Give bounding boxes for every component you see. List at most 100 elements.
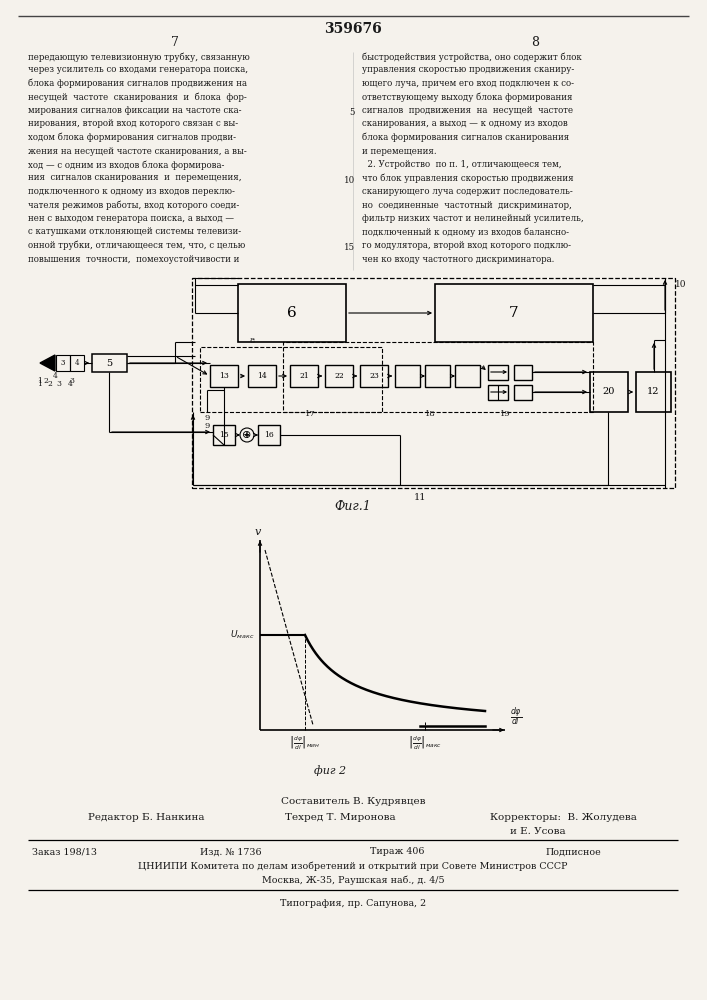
Text: $\frac{d\varphi}{dl}$: $\frac{d\varphi}{dl}$ [510, 705, 522, 728]
Text: ⊕: ⊕ [243, 430, 252, 440]
Text: 1: 1 [37, 380, 42, 388]
Bar [283, 342, 593, 412]
Bar [258, 425, 280, 445]
Bar [248, 365, 276, 387]
Bar [435, 284, 593, 342]
Text: 4: 4 [52, 372, 57, 380]
Text: 23: 23 [369, 372, 379, 380]
Text: $\left|\frac{d\varphi}{dl}\right|_{мин}$: $\left|\frac{d\varphi}{dl}\right|_{мин}$ [289, 734, 320, 752]
Text: но  соединенные  частотный  дискриминатор,: но соединенные частотный дискриминатор, [362, 200, 572, 210]
Text: чен ко входу частотного дискриминатора.: чен ко входу частотного дискриминатора. [362, 254, 554, 263]
Text: подключенного к одному из входов переклю-: подключенного к одному из входов переклю… [28, 187, 235, 196]
Text: 17: 17 [305, 410, 315, 418]
Text: чателя режимов работы, вход которого соеди-: чателя режимов работы, вход которого сое… [28, 200, 239, 210]
Text: 359676: 359676 [324, 22, 382, 36]
Text: управления скоростью продвижения сканиру-: управления скоростью продвижения сканиру… [362, 66, 574, 75]
Bar [200, 347, 382, 412]
Text: 15: 15 [219, 431, 229, 439]
Text: нирования, второй вход которого связан с вы-: нирования, второй вход которого связан с… [28, 119, 238, 128]
Text: 2. Устройство  по п. 1, отличающееся тем,: 2. Устройство по п. 1, отличающееся тем, [362, 160, 561, 169]
Text: 14: 14 [257, 372, 267, 380]
Text: ответствующему выходу блока формирования: ответствующему выходу блока формирования [362, 93, 573, 102]
Text: Подписное: Подписное [545, 848, 601, 856]
Text: Составитель В. Кудрявцев: Составитель В. Кудрявцев [281, 798, 425, 806]
Bar [56, 355, 70, 371]
Text: 13: 13 [219, 372, 229, 380]
Bar [488, 365, 508, 380]
Text: и перемещения.: и перемещения. [362, 146, 437, 155]
Text: 16: 16 [264, 431, 274, 439]
Text: Москва, Ж-35, Раушская наб., д. 4/5: Москва, Ж-35, Раушская наб., д. 4/5 [262, 875, 444, 885]
Text: Редактор Б. Нанкина: Редактор Б. Нанкина [88, 814, 204, 822]
Text: ход — с одним из входов блока формирова-: ход — с одним из входов блока формирова- [28, 160, 224, 169]
Text: с катушками отклоняющей системы телевизи-: с катушками отклоняющей системы телевизи… [28, 228, 241, 236]
Text: 22: 22 [334, 372, 344, 380]
Text: Корректоры:  В. Жолудева: Корректоры: В. Жолудева [490, 814, 637, 822]
Text: го модулятора, второй вход которого подклю-: го модулятора, второй вход которого подк… [362, 241, 571, 250]
Text: 11: 11 [414, 493, 426, 502]
Text: ЦНИИПИ Комитета по делам изобретений и открытий при Совете Министров СССР: ЦНИИПИ Комитета по делам изобретений и о… [139, 861, 568, 871]
Text: 4: 4 [68, 380, 72, 388]
Bar [425, 365, 450, 387]
Text: блока формирования сигналов сканирования: блока формирования сигналов сканирования [362, 133, 569, 142]
Text: через усилитель со входами генератора поиска,: через усилитель со входами генератора по… [28, 66, 248, 75]
Text: v: v [255, 527, 261, 537]
Text: 5: 5 [107, 359, 112, 367]
Text: Техред Т. Миронова: Техред Т. Миронова [285, 814, 396, 822]
Text: 8: 8 [531, 36, 539, 49]
Bar [70, 355, 84, 371]
Text: передающую телевизионную трубку, связанную: передающую телевизионную трубку, связанн… [28, 52, 250, 62]
Text: 5: 5 [349, 108, 355, 117]
Text: 1: 1 [37, 377, 42, 385]
Text: 2: 2 [44, 377, 49, 385]
Text: 4: 4 [75, 359, 79, 367]
Text: и Е. Усова: и Е. Усова [510, 828, 566, 836]
Text: быстродействия устройства, оно содержит блок: быстродействия устройства, оно содержит … [362, 52, 582, 62]
Text: Изд. № 1736: Изд. № 1736 [200, 848, 262, 856]
Text: сканирования, а выход — к одному из входов: сканирования, а выход — к одному из вход… [362, 119, 568, 128]
Bar [590, 372, 628, 412]
Text: ния  сигналов сканирования  и  перемещения,: ния сигналов сканирования и перемещения, [28, 174, 242, 182]
Bar [488, 385, 508, 400]
Text: фильтр низких частот и нелинейный усилитель,: фильтр низких частот и нелинейный усилит… [362, 214, 584, 223]
Bar [395, 365, 420, 387]
Text: 10: 10 [344, 176, 355, 185]
Text: 21: 21 [299, 372, 309, 380]
Bar [210, 365, 238, 387]
Bar [636, 372, 671, 412]
Text: что блок управления скоростью продвижения: что блок управления скоростью продвижени… [362, 174, 573, 183]
Text: 19: 19 [500, 410, 510, 418]
Text: $\left|\frac{d\varphi}{dl}\right|_{макс}$: $\left|\frac{d\varphi}{dl}\right|_{макс}… [408, 734, 442, 752]
Polygon shape [40, 355, 55, 371]
Text: сигналов  продвижения  на  несущей  частоте: сигналов продвижения на несущей частоте [362, 106, 573, 115]
Bar [290, 365, 318, 387]
Text: ющего луча, причем его вход подключен к со-: ющего луча, причем его вход подключен к … [362, 79, 574, 88]
Text: 7: 7 [171, 36, 179, 49]
Text: 3: 3 [57, 380, 62, 388]
Text: 8: 8 [250, 337, 255, 345]
Text: мирования сигналов фиксации на частоте ска-: мирования сигналов фиксации на частоте с… [28, 106, 242, 115]
Bar [360, 365, 388, 387]
Text: 12: 12 [647, 387, 660, 396]
Bar [325, 365, 353, 387]
Text: подключенный к одному из входов балансно-: подключенный к одному из входов балансно… [362, 228, 569, 237]
Text: ходом блока формирования сигналов продви-: ходом блока формирования сигналов продви… [28, 133, 236, 142]
Text: 18: 18 [425, 410, 436, 418]
Text: 15: 15 [344, 243, 355, 252]
Bar [514, 385, 532, 400]
Text: фиг 2: фиг 2 [314, 765, 346, 776]
Text: 9: 9 [204, 422, 210, 430]
Bar [213, 425, 235, 445]
Bar [192, 278, 675, 488]
Text: 2: 2 [47, 380, 52, 388]
Text: 3: 3 [61, 359, 65, 367]
Text: сканирующего луча содержит последователь-: сканирующего луча содержит последователь… [362, 187, 573, 196]
Text: онной трубки, отличающееся тем, что, с целью: онной трубки, отличающееся тем, что, с ц… [28, 241, 245, 250]
Text: 7: 7 [509, 306, 519, 320]
Bar [92, 354, 127, 372]
Bar [238, 284, 346, 342]
Text: повышения  точности,  помехоустойчивости и: повышения точности, помехоустойчивости и [28, 254, 240, 263]
Text: +: + [244, 430, 250, 440]
Text: несущей  частоте  сканирования  и  блока  фор-: несущей частоте сканирования и блока фор… [28, 93, 247, 102]
Text: 10: 10 [675, 280, 686, 289]
